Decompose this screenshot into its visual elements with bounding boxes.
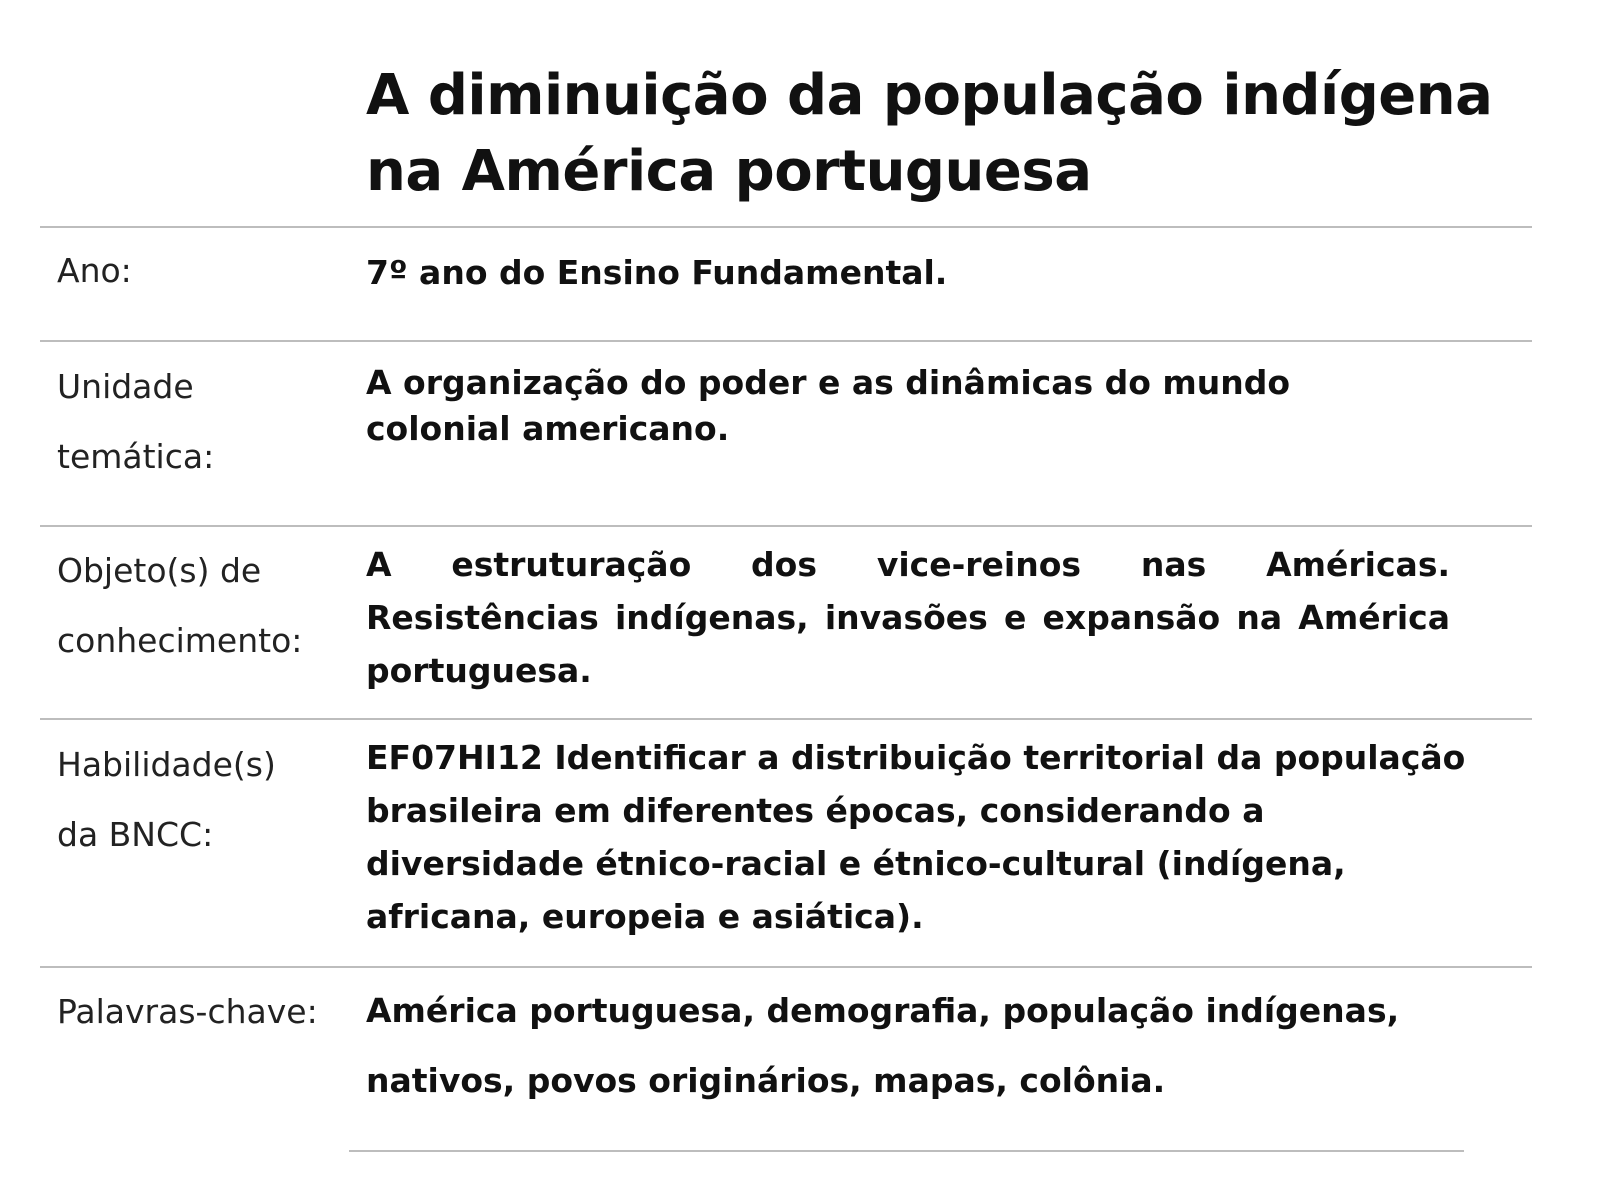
row-value-habilidades: EF07HI12 Identificar a distribuição terr… xyxy=(366,738,1466,936)
divider xyxy=(40,226,1532,228)
divider xyxy=(40,525,1532,527)
row-value-palavras-chave: América portuguesa, demografia, populaçã… xyxy=(366,991,1400,1100)
divider xyxy=(40,966,1532,968)
row-value-objeto: A estruturação dos vice-reinos nas Améri… xyxy=(366,545,1450,690)
row-value-ano: 7º ano do Ensino Fundamental. xyxy=(366,253,948,292)
row-label-objeto: Objeto(s) de conhecimento: xyxy=(57,551,303,660)
row-label-palavras-chave: Palavras-chave: xyxy=(57,992,318,1031)
row-label-ano: Ano: xyxy=(57,251,132,290)
row-label-habilidades: Habilidade(s) da BNCC: xyxy=(57,745,276,854)
page-title: A diminuição da população indígena na Am… xyxy=(366,63,1493,204)
divider xyxy=(40,718,1532,720)
row-label-unidade: Unidade temática: xyxy=(57,367,215,476)
row-value-unidade: A organização do poder e as dinâmicas do… xyxy=(366,363,1291,448)
divider xyxy=(349,1150,1464,1152)
divider xyxy=(40,340,1532,342)
